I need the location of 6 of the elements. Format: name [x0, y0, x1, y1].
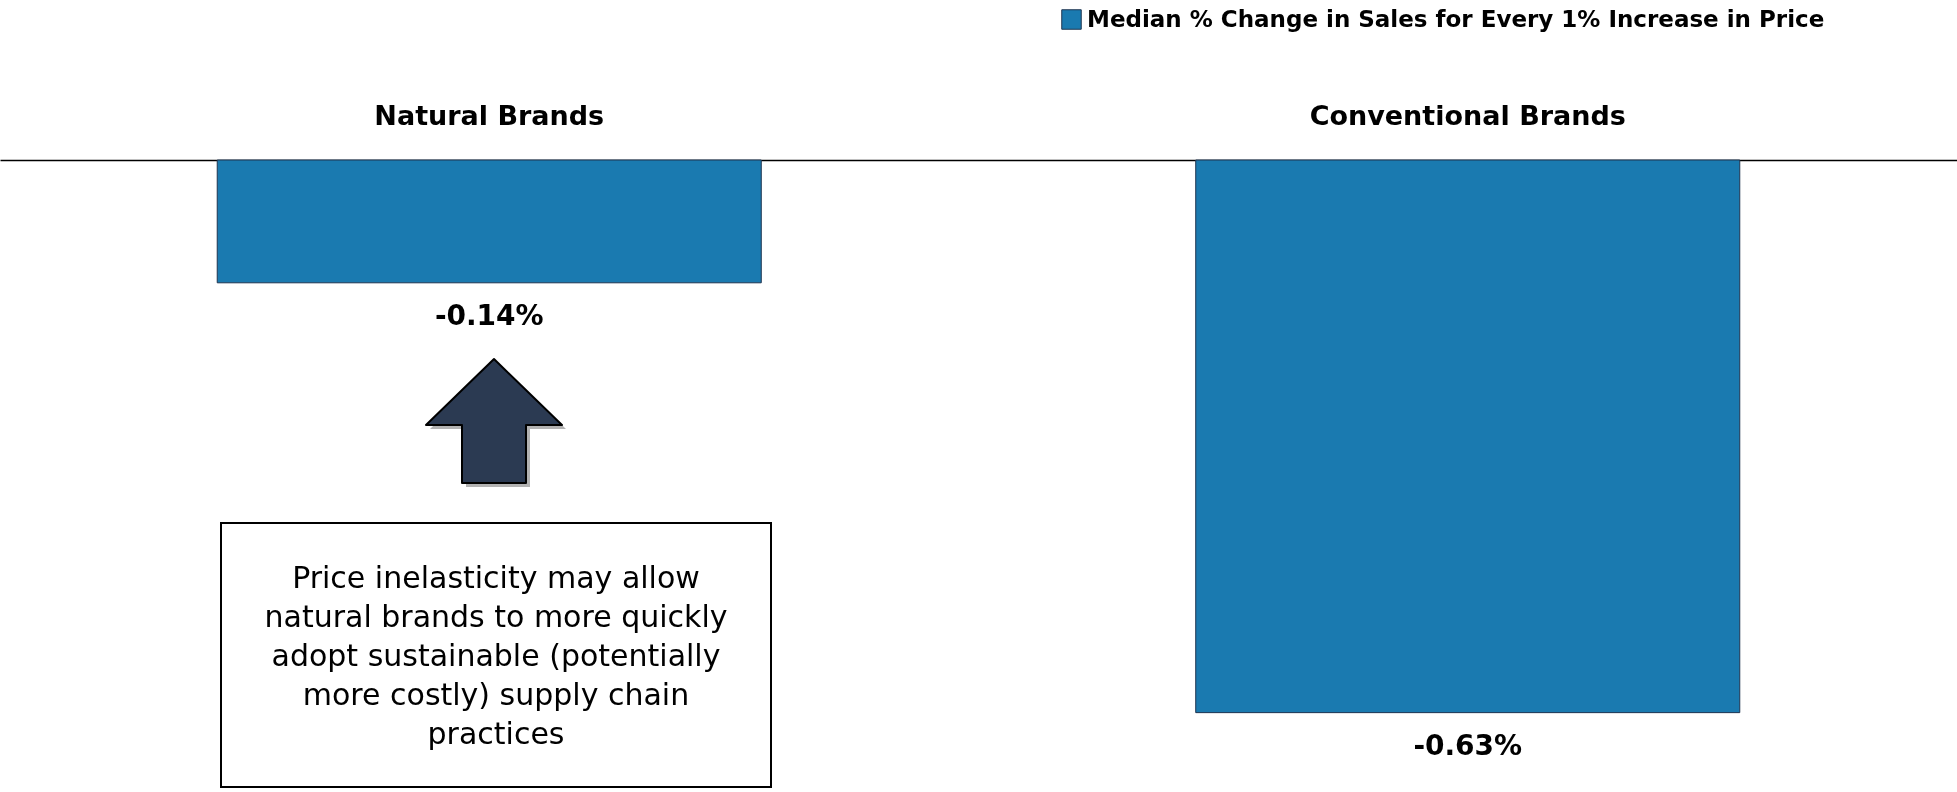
legend-label: Median % Change in Sales for Every 1% Increase in Price: [1087, 5, 1825, 32]
annotation: Price inelasticity may allow natural brands to more quickly adopt sustainable (potentially more costly) supply chain practices: [220, 522, 772, 788]
data-label: -0.63%: [1413, 728, 1523, 762]
x-tick-label: Natural Brands: [374, 99, 605, 131]
x-tick-label: Conventional Brands: [1309, 99, 1626, 131]
data-label: -0.14%: [434, 298, 544, 332]
